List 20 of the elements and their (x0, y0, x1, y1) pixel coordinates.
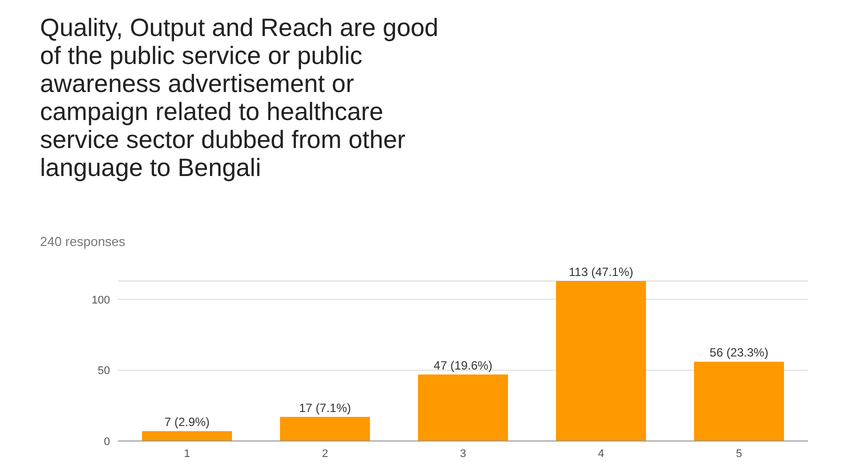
bar (556, 281, 646, 441)
data-label: 17 (7.1%) (298, 400, 352, 415)
data-label: 7 (2.9%) (164, 415, 210, 430)
bar (694, 362, 784, 441)
bar (280, 416, 370, 441)
chart-title: Quality, Output and Reach are good of the public service or public awareness advertisement or campaign related to healthcare service sector dubbed from other language to Bengali (40, 14, 440, 182)
chart-subtitle: 240 responses (40, 234, 126, 249)
data-label: 56 (23.3%) (710, 346, 768, 360)
x-tick-label: 2 (322, 448, 328, 460)
x-tick-label: 4 (598, 448, 604, 460)
y-tick-label: 100 (92, 294, 110, 306)
y-tick-label: 50 (98, 365, 110, 378)
x-tick-label: 5 (736, 448, 742, 460)
x-tick-label: 1 (184, 448, 190, 460)
y-tick-label: 0 (104, 436, 110, 448)
data-label: 113 (47.1%) (568, 265, 634, 279)
bar (418, 374, 508, 441)
bar (142, 431, 232, 441)
data-label: 47 (19.6%) (434, 358, 492, 372)
x-tick-label: 3 (460, 448, 466, 460)
